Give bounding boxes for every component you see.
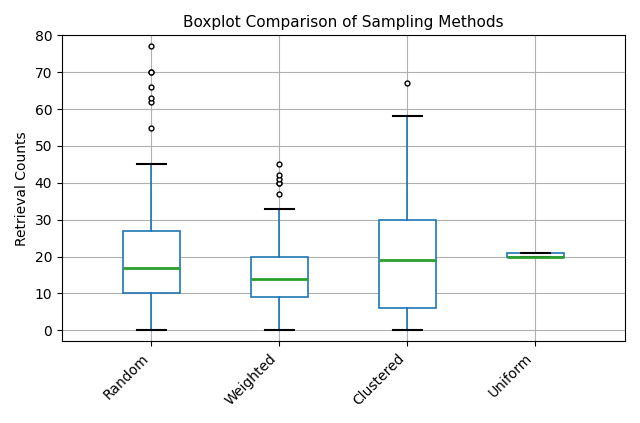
PathPatch shape xyxy=(507,253,564,257)
PathPatch shape xyxy=(251,257,308,297)
Y-axis label: Retrieval Counts: Retrieval Counts xyxy=(15,131,29,246)
PathPatch shape xyxy=(379,220,436,308)
Title: Boxplot Comparison of Sampling Methods: Boxplot Comparison of Sampling Methods xyxy=(183,15,504,30)
PathPatch shape xyxy=(123,231,180,294)
